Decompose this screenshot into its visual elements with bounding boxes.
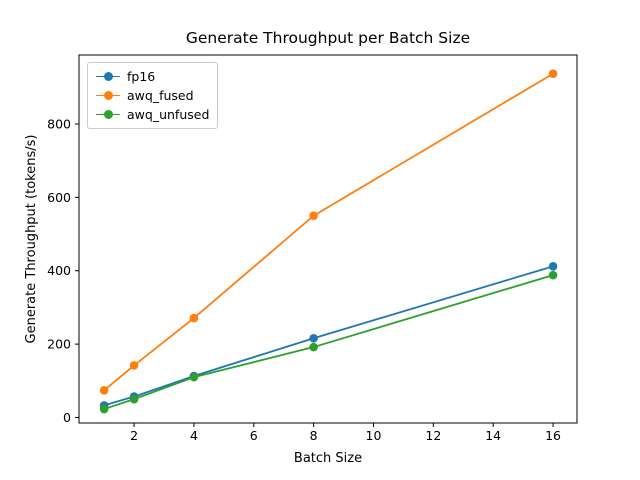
legend-marker-icon [103,72,113,81]
legend-swatch-awq_unfused [96,109,120,120]
y-tick-label: 400 [47,263,71,278]
series-marker-awq_fused [309,211,318,221]
plot-border [78,54,578,424]
x-tick-label: 4 [190,428,198,443]
legend-item-awq_unfused: awq_unfused [96,105,209,124]
series-marker-awq_fused [548,69,558,79]
series-marker-awq_fused [99,386,109,395]
legend: fp16 awq_fused awq_unfused [87,62,219,129]
y-tick-label: 600 [47,190,71,205]
y-tick-label: 200 [47,337,71,352]
x-tick-label: 14 [485,428,501,443]
y-tick-label: 800 [47,116,71,131]
series-marker-awq_unfused [99,404,109,414]
series-line-awq_unfused [103,274,554,410]
series-marker-fp16 [548,262,558,271]
series-marker-awq_unfused [548,270,558,280]
legend-marker-icon [103,110,113,119]
legend-item-awq_fused: awq_fused [96,86,209,105]
legend-swatch-awq_fused [96,90,120,101]
legend-label: fp16 [127,69,156,84]
legend-label: awq_fused [127,88,194,103]
legend-label: awq_unfused [127,107,210,122]
series-marker-awq_fused [189,313,199,323]
x-tick-label: 8 [310,428,318,443]
series-marker-awq_fused [129,361,139,370]
x-tick-label: 12 [425,428,441,443]
x-tick-label: 10 [366,428,382,443]
x-tick-label: 2 [130,428,138,443]
legend-item-fp16: fp16 [96,67,209,86]
x-tick-label: 6 [250,428,258,443]
x-axis-label: Batch Size [293,451,363,466]
series-marker-awq_unfused [189,372,199,382]
chart-title: Generate Throughput per Batch Size [185,29,471,47]
x-tick-label: 16 [545,428,561,443]
legend-swatch-fp16 [96,71,120,82]
series-marker-awq_unfused [129,394,139,404]
y-tick-label: 0 [63,410,71,425]
series-marker-fp16 [309,333,318,343]
series-marker-awq_unfused [309,342,318,352]
legend-marker-icon [103,91,113,100]
